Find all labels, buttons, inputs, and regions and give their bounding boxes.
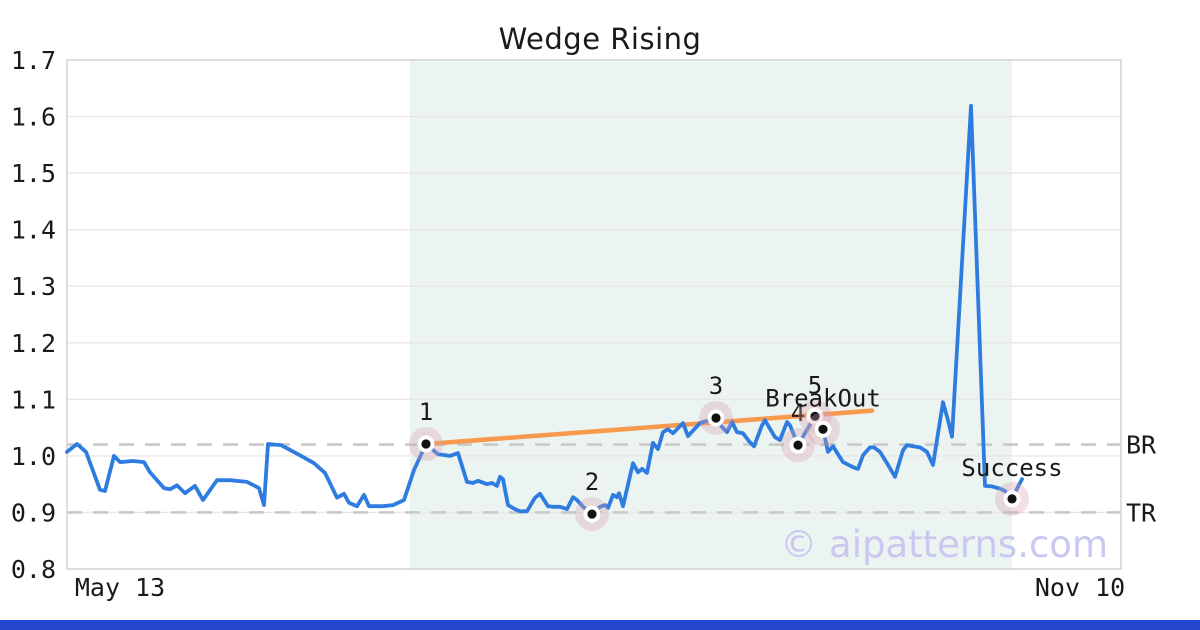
y-tick-label: 1.3 — [11, 272, 56, 301]
annotation-label-success: Success — [961, 454, 1062, 482]
marker-dot-1 — [421, 439, 431, 449]
watermark-text: © aipatterns.com — [780, 523, 1108, 566]
y-tick-label: 0.8 — [11, 555, 56, 584]
y-tick-label: 1.4 — [11, 216, 56, 245]
annotation-label-1: 1 — [419, 398, 433, 426]
annotation-label-2: 2 — [585, 468, 599, 496]
plot-border — [66, 59, 1122, 570]
y-tick-label: 1.5 — [11, 159, 56, 188]
marker-dot-breakout — [818, 424, 828, 434]
annotation-label-5: 5 — [808, 371, 822, 399]
price-line — [65, 103, 1024, 516]
level-label-tr: TR — [1126, 498, 1157, 527]
marker-dot-3 — [711, 413, 721, 423]
y-tick-label: 0.9 — [11, 498, 56, 527]
y-tick-label: 1.7 — [11, 46, 56, 75]
marker-dot-5 — [810, 411, 820, 421]
pattern-zone — [410, 60, 1012, 569]
annotation-label-3: 3 — [709, 372, 723, 400]
marker-dot-2 — [587, 509, 597, 519]
marker-dot-4 — [793, 440, 803, 450]
trendline — [423, 408, 875, 447]
x-tick-label: Nov 10 — [1035, 573, 1125, 602]
y-tick-label: 1.1 — [11, 385, 56, 414]
annotation-label-4: 4 — [791, 399, 805, 427]
marker-dot-success — [1007, 494, 1017, 504]
footer-bar — [0, 620, 1200, 630]
chart-title: Wedge Rising — [498, 22, 702, 56]
y-tick-label: 1.6 — [11, 103, 56, 132]
annotation-label-breakout: BreakOut — [765, 384, 881, 412]
x-tick-label: May 13 — [75, 573, 165, 602]
y-tick-label: 1.2 — [11, 329, 56, 358]
y-tick-label: 1.0 — [11, 442, 56, 471]
level-label-br: BR — [1126, 431, 1157, 460]
